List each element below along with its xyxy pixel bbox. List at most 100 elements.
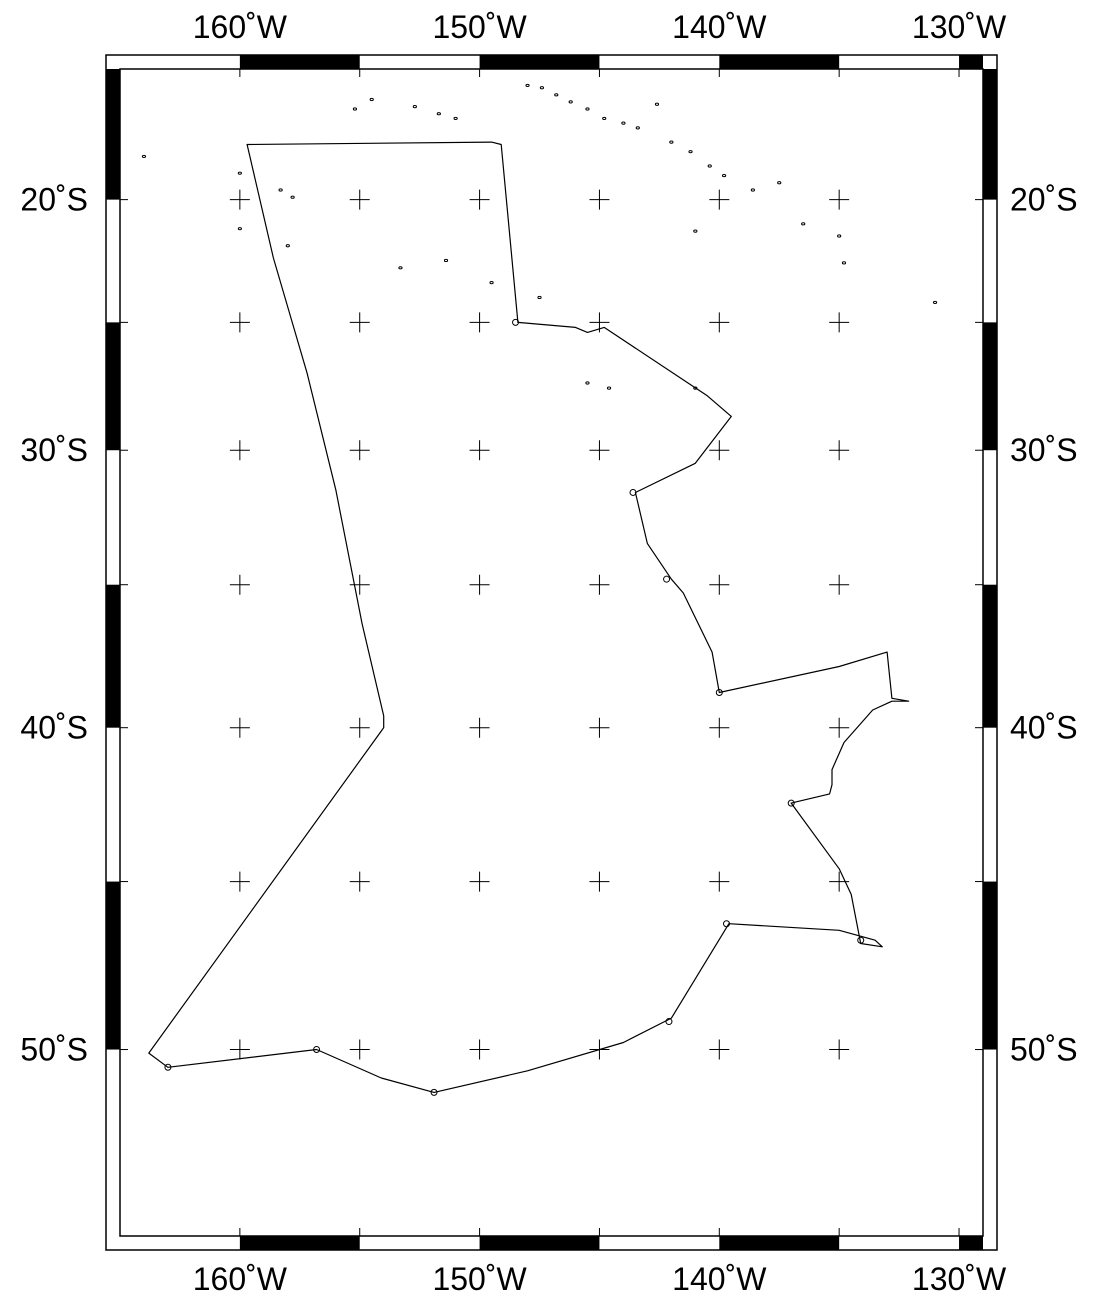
graticule-cross	[709, 717, 730, 738]
station-marker	[629, 488, 637, 496]
station-marker	[787, 799, 795, 807]
island-icon	[568, 100, 573, 104]
graticule-cross	[469, 312, 490, 333]
island-icon	[707, 164, 712, 168]
station-markers	[164, 318, 865, 1096]
frame-segment-top	[719, 55, 840, 69]
frame-outer	[105, 54, 998, 1251]
station-marker	[313, 1046, 321, 1054]
axis-labels: 160˚W 160˚W 150˚W 150˚W 140˚W 140˚W 130˚W 130˚W…	[20, 9, 1077, 1297]
graticule-cross	[349, 871, 370, 892]
frame-segment-bottom	[959, 1236, 983, 1250]
frame-segment-top	[479, 55, 600, 69]
station-marker	[715, 688, 723, 696]
lon-label-top: 160˚W	[193, 9, 288, 45]
lon-label-top: 140˚W	[672, 9, 767, 45]
graticule-cross	[709, 574, 730, 595]
island-icon	[750, 188, 755, 192]
graticule-cross	[589, 189, 610, 210]
lon-label-top: 150˚W	[432, 9, 527, 45]
island-icon	[537, 295, 542, 300]
lat-label-left: 50˚S	[20, 1032, 88, 1068]
graticule-cross	[229, 871, 250, 892]
frame-segment-right	[983, 322, 997, 451]
island-icon	[525, 83, 530, 88]
graticule-cross	[349, 312, 370, 333]
station-marker	[430, 1088, 438, 1096]
island-icon	[352, 107, 358, 111]
frame-segment-bottom	[479, 1236, 600, 1250]
graticule-cross	[709, 1039, 730, 1060]
graticule-cross	[229, 717, 250, 738]
graticule-cross	[709, 189, 730, 210]
cruise-track	[148, 141, 910, 1093]
graticule-cross	[229, 440, 250, 461]
frame-segment-bottom	[719, 1236, 840, 1250]
graticule-cross	[469, 871, 490, 892]
track-line	[148, 141, 910, 1093]
station-marker	[722, 920, 730, 928]
graticule-cross	[349, 574, 370, 595]
island-icon	[585, 381, 590, 385]
island-icon	[290, 195, 295, 199]
graticule-cross	[829, 717, 850, 738]
frame-segment-right	[983, 584, 997, 728]
island-icon	[278, 188, 283, 192]
graticule-cross	[829, 440, 850, 461]
map-frame	[105, 54, 998, 1251]
graticule-cross	[469, 717, 490, 738]
graticule-ticks	[120, 69, 983, 1236]
island-icon	[453, 116, 458, 121]
graticule-cross	[589, 871, 610, 892]
island-icon	[539, 86, 545, 90]
island-icon	[693, 386, 698, 390]
lon-label-top: 130˚W	[912, 9, 1007, 45]
graticule-cross	[589, 440, 610, 461]
graticule-cross	[349, 189, 370, 210]
station-marker	[665, 1018, 673, 1026]
island-icon	[635, 126, 640, 130]
island-icon	[932, 300, 938, 305]
graticule-cross	[709, 312, 730, 333]
graticule-cross	[349, 717, 370, 738]
island-icon	[688, 150, 693, 154]
station-marker	[857, 936, 865, 944]
graticule-cross	[589, 717, 610, 738]
graticule-cross	[829, 189, 850, 210]
lon-label-bottom: 150˚W	[432, 1261, 527, 1297]
island-icon	[237, 227, 242, 231]
station-marker	[164, 1063, 172, 1071]
island-icon	[141, 154, 147, 159]
frame-segment-left	[106, 322, 120, 451]
frame-segment-top	[239, 55, 360, 69]
graticule-cross	[829, 312, 850, 333]
lat-label-right: 20˚S	[1010, 182, 1078, 218]
island-icon	[777, 181, 782, 185]
island-icon	[489, 280, 494, 285]
island-icon	[554, 93, 559, 97]
island-icon	[369, 97, 374, 102]
graticule-cross	[829, 574, 850, 595]
graticule-cross	[229, 574, 250, 595]
graticule-cross	[709, 871, 730, 892]
lon-label-bottom: 160˚W	[193, 1261, 288, 1297]
island-coastlines	[141, 83, 938, 390]
lon-label-bottom: 140˚W	[672, 1261, 767, 1297]
lat-label-left: 40˚S	[20, 710, 88, 746]
island-icon	[801, 222, 806, 226]
island-icon	[722, 173, 727, 178]
island-icon	[436, 112, 441, 116]
island-icon	[412, 105, 417, 109]
station-marker	[512, 318, 520, 326]
frame-segment-bottom	[239, 1236, 360, 1250]
island-icon	[606, 386, 612, 390]
lon-label-bottom: 130˚W	[912, 1261, 1007, 1297]
lat-label-right: 50˚S	[1010, 1032, 1078, 1068]
graticule-cross	[829, 1039, 850, 1060]
graticule-cross	[469, 1039, 490, 1060]
frame-segment-top	[959, 55, 983, 69]
frame-segment-left	[106, 584, 120, 728]
station-marker	[663, 575, 671, 583]
lat-label-left: 20˚S	[20, 182, 88, 218]
